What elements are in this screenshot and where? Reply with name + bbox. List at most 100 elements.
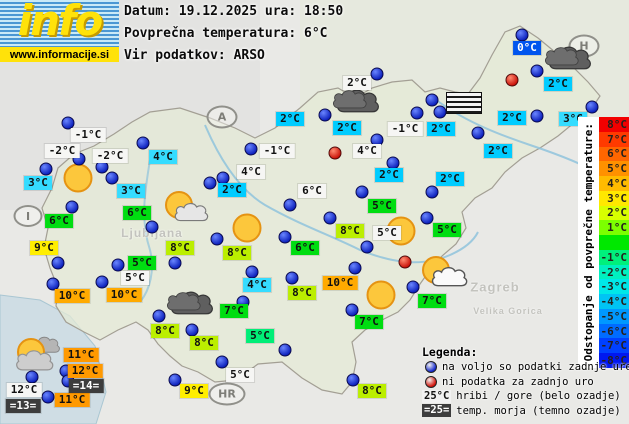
blue-station-dot: [406, 280, 420, 294]
temp-badge: 9°C: [30, 241, 58, 255]
header-avg-temp-line: Povprečna temperatura: 6°C: [124, 26, 328, 41]
country-sign-hr: HR: [208, 382, 246, 406]
blue-station-dot: [51, 256, 65, 270]
blue-station-dot: [203, 176, 217, 190]
scale-cell: 4°C: [599, 176, 629, 191]
scale-cell: -5°C: [599, 308, 629, 324]
blue-station-dot: [215, 355, 229, 369]
temp-badge: 7°C: [355, 315, 383, 329]
scale-cell: -6°C: [599, 323, 629, 339]
temp-badge: 5°C: [433, 223, 461, 237]
legend-rows: na voljo so podatki zadnje ure ni podatka…: [422, 360, 629, 418]
temp-badge: -1°C: [70, 128, 106, 142]
site-logo[interactable]: info www.informacije.si: [0, 0, 119, 62]
temp-badge: 8°C: [223, 246, 251, 260]
blue-station-dot: [185, 323, 199, 337]
temp-badge: 4°C: [237, 165, 265, 179]
dark-badge-icon: =25=: [422, 404, 452, 418]
legend-item-text: hribi / gore (belo ozadje): [456, 390, 621, 403]
temp-badge: 5°C: [121, 271, 149, 285]
blue-station-dot: [515, 28, 529, 42]
blue-station-dot: [46, 277, 60, 291]
deviation-scale: Odstopanje od povprečne temperature: 8°C…: [578, 117, 629, 369]
blue-station-dot: [111, 258, 125, 272]
deviation-scale-cells: 8°C 7°C 6°C 5°C 4°C 3°C 2°C 1°C -1°C -2°C -3°C -4°C…: [599, 117, 629, 369]
temp-badge: 5°C: [246, 329, 274, 343]
temp-badge: -2°C: [44, 144, 80, 158]
country-sign-a: A: [206, 105, 238, 129]
legend-item-text: ni podatka za zadnjo uro: [442, 375, 594, 388]
blue-station-dot: [530, 64, 544, 78]
temp-badge: 8°C: [190, 336, 218, 350]
temp-badge: 5°C: [373, 226, 401, 240]
header-source-line: Vir podatkov: ARSO: [124, 48, 265, 63]
river-soca: [139, 159, 153, 303]
red-station-dot: [398, 255, 412, 269]
blue-station-dot: [41, 390, 55, 404]
temp-badge: 6°C: [298, 184, 326, 198]
city-label: Zagreb: [470, 279, 520, 295]
temp-badge: 6°C: [291, 241, 319, 255]
temp-badge: 5°C: [128, 256, 156, 270]
scale-cell: 5°C: [599, 161, 629, 177]
scale-cell: -1°C: [599, 249, 629, 265]
scale-cell: 2°C: [599, 205, 629, 221]
blue-station-dot: [278, 343, 292, 357]
blue-station-dot: [283, 198, 297, 212]
legend-item-text: na voljo so podatki zadnje ure: [442, 361, 629, 374]
legend-item: na voljo so podatki zadnje ure: [422, 360, 629, 375]
blue-station-dot: [61, 116, 75, 130]
blue-station-dot: [471, 126, 485, 140]
sun-icon: [230, 211, 264, 245]
blue-station-dot: [420, 211, 434, 225]
temp-badge: 2°C: [436, 172, 464, 186]
temp-badge: 11°C: [54, 393, 90, 407]
blue-station-dot: [168, 373, 182, 387]
temp-badge: 3°C: [24, 176, 52, 190]
logo-stripes: info: [0, 0, 119, 47]
blue-station-dot: [105, 171, 119, 185]
scale-cell: 6°C: [599, 146, 629, 162]
temp-badge: =13=: [5, 399, 41, 413]
blue-station-dot: [152, 309, 166, 323]
temp-badge: 10°C: [322, 276, 358, 290]
blue-station-dot: [245, 265, 259, 279]
blue-station-dot: [65, 200, 79, 214]
temp-badge: 8°C: [151, 324, 179, 338]
deviation-scale-title-strip: Odstopanje od povprečne temperature:: [578, 117, 599, 368]
logo-text: info: [17, 0, 103, 45]
temp-badge: 12°C: [6, 383, 42, 397]
blue-station-dot: [278, 230, 292, 244]
scale-cell: -8°C: [599, 353, 629, 369]
temp-badge: 2°C: [333, 121, 361, 135]
deviation-scale-title: Odstopanje od povprečne temperature:: [582, 123, 595, 362]
temp-badge: 10°C: [106, 288, 142, 302]
scale-cell: [599, 235, 629, 250]
scale-cell: 7°C: [599, 131, 629, 147]
blue-station-dot: [348, 261, 362, 275]
scale-cell: -4°C: [599, 294, 629, 309]
temp-badge: 2°C: [218, 183, 246, 197]
temp-badge: 2°C: [498, 111, 526, 125]
legend-item: ni podatka za zadnjo uro: [422, 375, 629, 390]
temp-badge: 5°C: [226, 368, 254, 382]
city-label: Velika Gorica: [473, 306, 543, 316]
blue-station-dot: [425, 185, 439, 199]
temp-badge: 2°C: [484, 144, 512, 158]
blue-station-dot: [95, 275, 109, 289]
temp-badge: 8°C: [336, 224, 364, 238]
blue-station-dot: [136, 136, 150, 150]
red-station-dot: [505, 73, 519, 87]
temp-badge: 4°C: [353, 144, 381, 158]
red-dot-icon: [425, 375, 437, 388]
logo-url-bar[interactable]: www.informacije.si: [0, 47, 119, 62]
dark-cloud-icon: [545, 44, 593, 72]
temp-badge: 12°C: [67, 364, 103, 378]
red-station-dot: [328, 146, 342, 160]
white-badge-icon: 25°C: [422, 389, 452, 403]
blue-station-dot: [345, 303, 359, 317]
temp-badge: 8°C: [358, 384, 386, 398]
dark-cloud-icon: [333, 87, 381, 115]
scale-cell: -7°C: [599, 338, 629, 354]
legend-item: 25°C hribi / gore (belo ozadje): [422, 389, 629, 404]
